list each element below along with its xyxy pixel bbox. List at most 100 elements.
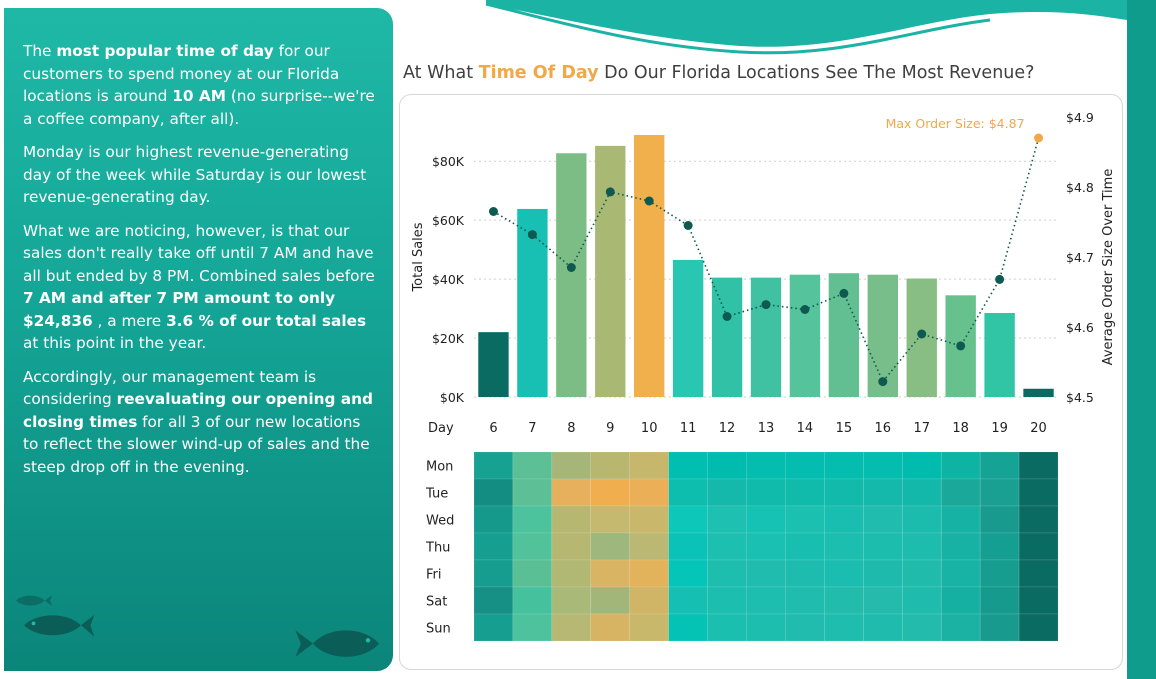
heatmap-cell — [979, 559, 1020, 588]
heatmap-cell — [668, 451, 708, 480]
order-size-point — [527, 230, 537, 240]
bar — [711, 277, 743, 397]
narrative-text: The most popular time of day for our cus… — [23, 40, 375, 489]
heatmap-cell — [473, 559, 514, 588]
heatmap-cell — [746, 505, 786, 534]
order-size-point — [644, 196, 654, 206]
bar — [478, 332, 509, 397]
x-tick-label: 6 — [489, 421, 497, 436]
x-tick-label: 14 — [797, 421, 814, 436]
heatmap-cell — [746, 559, 786, 588]
heatmap-cell — [512, 478, 553, 507]
combo-chart: Max Order Size: $4.87 $0K $20K $40K $60K $80… — [411, 110, 1116, 642]
fish-decoration — [16, 595, 379, 657]
order-size-point — [917, 329, 927, 339]
heatmap-row-label: Sun — [426, 622, 451, 637]
narrative-paragraph-3: What we are noticing, however, is that o… — [23, 220, 375, 355]
y-tick-label: $40K — [432, 272, 465, 287]
x-tick-label: 20 — [1030, 421, 1047, 436]
heatmap-row-label: Sat — [426, 595, 447, 610]
heatmap-cell — [707, 478, 747, 507]
heatmap-cell — [707, 505, 747, 534]
max-order-annotation: Max Order Size: $4.87 — [886, 116, 1025, 131]
heatmap-row-label: Tue — [425, 487, 448, 502]
text: for all 3 of our new locations to reflec… — [23, 412, 370, 476]
heatmap-cell — [668, 613, 708, 642]
heatmap-cell — [629, 613, 669, 642]
heatmap-cell — [629, 586, 669, 615]
heatmap-cell — [551, 613, 592, 642]
heatmap-cell — [824, 613, 864, 642]
x-tick-label: 16 — [875, 421, 892, 436]
heatmap-cell — [629, 451, 669, 480]
heatmap-row-label: Mon — [426, 460, 453, 475]
heatmap-cell — [512, 505, 553, 534]
heatmap-cell — [746, 532, 786, 561]
fish-icon — [295, 630, 379, 657]
heatmap-cell — [1018, 478, 1059, 507]
heatmap-cell — [979, 586, 1020, 615]
x-tick-label: 9 — [606, 421, 614, 436]
heatmap-cell — [551, 532, 592, 561]
bar — [984, 313, 1015, 397]
order-size-point — [722, 312, 732, 321]
heatmap-cell — [512, 451, 553, 480]
heatmap-cell — [707, 613, 747, 642]
heatmap-cell — [707, 451, 747, 480]
x-tick-label: 15 — [836, 421, 853, 436]
decorative-wave — [485, 0, 1127, 55]
order-size-line: Max Order Size: $4.87 — [488, 116, 1044, 387]
title-text: At What — [403, 63, 479, 83]
heatmap-cell — [668, 559, 708, 588]
bar — [1023, 388, 1054, 397]
x-tick-label: 19 — [991, 421, 1008, 436]
heatmap-cell — [863, 451, 903, 480]
heatmap-cell — [629, 478, 669, 507]
heatmap-cell — [746, 613, 786, 642]
chart-title: At What Time Of Day Do Our Florida Locat… — [403, 63, 1034, 83]
heatmap-cell — [785, 586, 825, 615]
heatmap-cell — [590, 505, 631, 534]
title-text: Do Our Florida Locations See The Most Re… — [598, 63, 1035, 83]
fish-icon — [16, 595, 53, 607]
heatmap-cell — [551, 478, 592, 507]
y-tick-label: $0K — [440, 390, 465, 405]
axes: $0K $20K $40K $60K $80K $4.5 $4.6 $4.7 $4.8 $4.9 D… — [411, 110, 1116, 436]
heatmap-cell — [979, 505, 1020, 534]
heatmap-cell — [629, 532, 669, 561]
heatmap-cell — [901, 505, 942, 534]
y2-tick-label: $4.7 — [1066, 250, 1094, 265]
heatmap-cell — [1018, 532, 1059, 561]
emphasis: 10 AM — [172, 87, 226, 105]
heatmap-cell — [707, 559, 747, 588]
heatmap-cell — [863, 559, 903, 588]
heatmap-cell — [824, 559, 864, 588]
heatmap-cell — [590, 559, 631, 588]
heatmap-cell — [473, 532, 514, 561]
order-size-point — [839, 288, 849, 298]
heatmap-cell — [551, 559, 592, 588]
order-size-point — [995, 274, 1005, 284]
heatmap-cell — [940, 586, 981, 615]
bars — [478, 134, 1054, 397]
y-tick-label: $80K — [432, 154, 465, 169]
heatmap-cell — [629, 505, 669, 534]
heatmap-cell — [1018, 505, 1059, 534]
heatmap-cell — [824, 451, 864, 480]
heatmap-cell — [668, 505, 708, 534]
fish-icon — [24, 614, 95, 637]
heatmap-cell — [940, 613, 981, 642]
heatmap-cell — [473, 505, 514, 534]
heatmap-cell — [707, 532, 747, 561]
heatmap-cell — [901, 451, 942, 480]
heatmap-cell — [979, 451, 1020, 480]
x-tick-label: 10 — [641, 421, 658, 436]
emphasis: 7 AM and after 7 PM amount to only $24,8… — [23, 289, 336, 330]
order-size-point — [566, 263, 576, 272]
heatmap-cell — [785, 559, 825, 588]
right-accent-bar — [1127, 0, 1156, 679]
emphasis: 3.6 % of our total sales — [166, 311, 367, 330]
heatmap-cell — [940, 559, 981, 588]
bar — [595, 145, 626, 397]
heatmap-cell — [863, 478, 903, 507]
